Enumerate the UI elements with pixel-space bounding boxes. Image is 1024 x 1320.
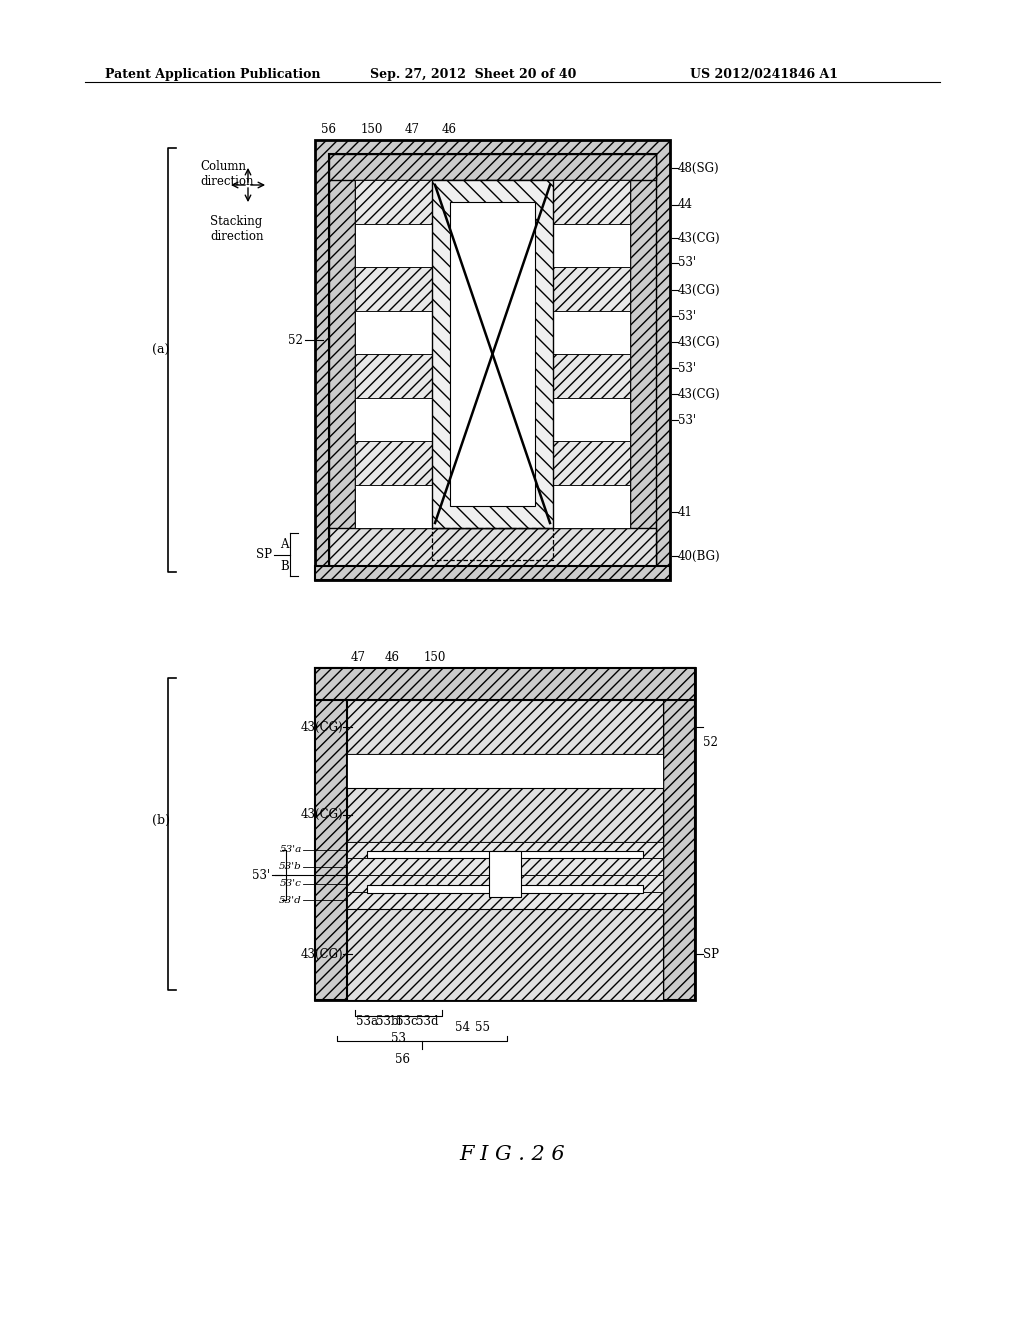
Bar [432, 180, 553, 528]
Text: 47: 47 [404, 123, 420, 136]
Text: US 2012/0241846 A1: US 2012/0241846 A1 [690, 69, 838, 81]
Bar [347, 842, 663, 858]
Text: 55: 55 [474, 1020, 489, 1034]
Bar [355, 354, 630, 397]
Text: 53d: 53d [416, 1015, 438, 1028]
Bar [355, 223, 630, 267]
Bar [355, 180, 630, 528]
Bar [329, 528, 656, 566]
Text: 56: 56 [394, 1053, 410, 1067]
Text: Sep. 27, 2012  Sheet 20 of 40: Sep. 27, 2012 Sheet 20 of 40 [370, 69, 577, 81]
Bar [367, 886, 643, 892]
Text: 43(CG): 43(CG) [678, 388, 721, 400]
Text: 43(CG): 43(CG) [300, 948, 343, 961]
Text: (b): (b) [152, 813, 170, 826]
Bar [347, 788, 663, 842]
Text: 43(CG): 43(CG) [678, 231, 721, 244]
Text: 53'd: 53'd [280, 896, 302, 906]
Text: 46: 46 [384, 651, 399, 664]
Bar [367, 851, 643, 858]
Text: 43(CG): 43(CG) [678, 335, 721, 348]
Bar [347, 754, 663, 788]
Bar [329, 154, 355, 566]
Text: SP: SP [256, 549, 272, 561]
Text: 150: 150 [360, 123, 383, 136]
Text: 53c: 53c [396, 1015, 418, 1028]
Text: 53'a: 53'a [280, 846, 302, 854]
Bar [355, 180, 630, 223]
Text: 150: 150 [424, 651, 446, 664]
Bar [630, 154, 656, 566]
Bar [329, 154, 656, 180]
Text: 46: 46 [441, 123, 457, 136]
Text: 47: 47 [350, 651, 366, 664]
Text: 41: 41 [678, 506, 693, 519]
Text: 53': 53' [252, 869, 270, 882]
Text: 54: 54 [455, 1020, 469, 1034]
Text: 53a: 53a [356, 1015, 378, 1028]
Bar [663, 668, 695, 1001]
Text: F I G . 2 6: F I G . 2 6 [459, 1146, 565, 1164]
Bar [355, 397, 630, 441]
Text: Column
direction: Column direction [200, 160, 254, 187]
Text: 52: 52 [703, 737, 718, 750]
Bar [347, 858, 663, 875]
Bar [355, 441, 630, 484]
Bar [355, 484, 630, 528]
Bar [315, 668, 695, 1001]
Text: Patent Application Publication: Patent Application Publication [105, 69, 321, 81]
Text: 53': 53' [678, 362, 696, 375]
Text: 52: 52 [288, 334, 303, 346]
Bar [315, 140, 670, 579]
Text: 53': 53' [678, 256, 696, 269]
Text: 43(CG): 43(CG) [678, 284, 721, 297]
Text: 53'b: 53'b [280, 862, 302, 871]
Bar [347, 908, 663, 1001]
Text: A: A [281, 537, 289, 550]
Text: 53'c: 53'c [281, 879, 302, 888]
Bar [347, 875, 663, 892]
Text: 53: 53 [391, 1032, 406, 1045]
Text: 56: 56 [321, 123, 336, 136]
Bar [347, 700, 663, 1001]
Text: SP: SP [703, 948, 719, 961]
Bar [315, 668, 347, 1001]
Bar [489, 851, 521, 898]
Text: Stacking
direction: Stacking direction [210, 215, 263, 243]
Bar [329, 154, 656, 566]
Text: 48(SG): 48(SG) [678, 161, 720, 174]
Text: 44: 44 [678, 198, 693, 211]
Text: 53b: 53b [376, 1015, 398, 1028]
Bar [450, 202, 535, 507]
Text: 43(CG): 43(CG) [300, 721, 343, 734]
Bar [315, 566, 670, 579]
Bar [355, 310, 630, 354]
Bar [355, 267, 630, 310]
Text: 53': 53' [678, 309, 696, 322]
Text: 43(CG): 43(CG) [300, 808, 343, 821]
Bar [347, 700, 663, 754]
Text: 40(BG): 40(BG) [678, 549, 721, 562]
Text: (a): (a) [152, 343, 169, 356]
Text: 53': 53' [678, 413, 696, 426]
Text: B: B [281, 560, 289, 573]
Bar [315, 668, 695, 700]
Bar [347, 892, 663, 908]
